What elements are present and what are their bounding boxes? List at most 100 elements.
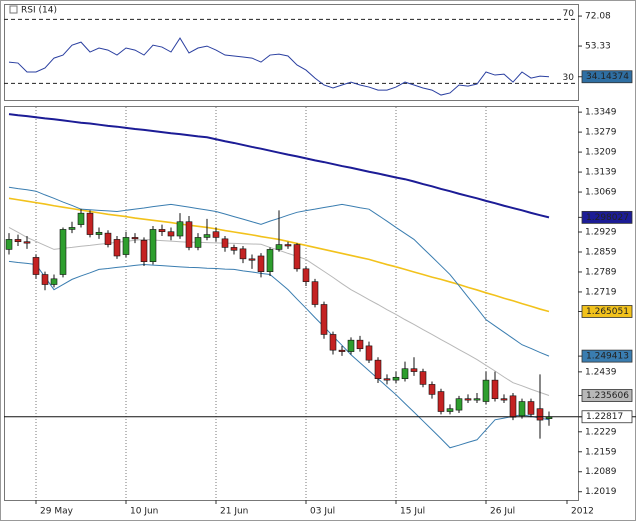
candle-body bbox=[410, 368, 418, 372]
candle-body bbox=[500, 398, 508, 401]
candle-body bbox=[50, 278, 58, 285]
candle-body bbox=[320, 304, 328, 335]
candle-body bbox=[365, 345, 373, 361]
candle-body bbox=[185, 221, 193, 248]
candle-body bbox=[176, 221, 184, 237]
candle-body bbox=[239, 248, 247, 260]
indicator-line bbox=[8, 113, 550, 219]
candle-body bbox=[230, 247, 238, 251]
candle-body bbox=[113, 239, 121, 257]
value-box-label: 1.22817 bbox=[586, 412, 623, 422]
y-tick-label: 53.33 bbox=[585, 42, 611, 52]
y-tick-label: 1.3069 bbox=[585, 188, 617, 198]
panel-icon bbox=[9, 5, 18, 14]
candle-body bbox=[383, 378, 391, 381]
y-tick-label: 1.2229 bbox=[585, 427, 617, 437]
rsi-line bbox=[8, 37, 550, 96]
candle-body bbox=[203, 234, 211, 238]
y-tick-label: 72.08 bbox=[585, 12, 611, 22]
value-box bbox=[581, 349, 633, 363]
x-tick-label: 10 Jun bbox=[130, 507, 158, 517]
candle-body bbox=[266, 249, 274, 272]
y-tick-label: 1.3139 bbox=[585, 168, 617, 178]
x-tick-label: 2012 bbox=[571, 507, 594, 517]
candle-body bbox=[311, 281, 319, 305]
y-tick-label: 1.3209 bbox=[585, 148, 617, 158]
candle-body bbox=[419, 371, 427, 385]
candle-body bbox=[104, 232, 112, 245]
candle-body bbox=[149, 229, 157, 262]
y-tick-label: 1.2439 bbox=[585, 367, 617, 377]
candle-body bbox=[86, 212, 94, 235]
candle-body bbox=[14, 239, 22, 243]
x-tick-label: 15 Jul bbox=[400, 507, 425, 517]
rsi-title: RSI (14) bbox=[21, 6, 57, 16]
candle-body bbox=[77, 212, 85, 225]
candle-body bbox=[140, 239, 148, 262]
candle-body bbox=[221, 238, 229, 248]
x-tick-label: 29 May bbox=[40, 507, 74, 517]
level-label: 70 bbox=[563, 9, 575, 19]
candle-body bbox=[482, 379, 490, 402]
level-label: 30 bbox=[563, 73, 575, 83]
value-box-label: 1.298027 bbox=[586, 213, 629, 223]
candle-body bbox=[167, 231, 175, 237]
candle-body bbox=[374, 359, 382, 380]
candle-body bbox=[41, 274, 49, 285]
value-box bbox=[581, 410, 633, 424]
y-tick-label: 1.2789 bbox=[585, 267, 617, 277]
candle-body bbox=[392, 376, 400, 381]
value-box bbox=[581, 210, 633, 224]
x-tick-label: 26 Jul bbox=[490, 507, 515, 517]
candle-body bbox=[131, 237, 139, 240]
candle-body bbox=[428, 384, 436, 395]
candle-body bbox=[518, 401, 526, 417]
candle-body bbox=[59, 229, 67, 275]
x-tick-label: 03 Jul bbox=[310, 507, 335, 517]
value-box bbox=[581, 305, 633, 318]
candle-body bbox=[248, 258, 256, 261]
candle-body bbox=[329, 334, 337, 351]
candle-body bbox=[446, 408, 454, 412]
value-box-label: 1.235606 bbox=[586, 391, 629, 401]
y-tick-label: 1.2089 bbox=[585, 467, 617, 477]
candle-body bbox=[437, 391, 445, 412]
value-box bbox=[581, 389, 633, 402]
value-box bbox=[581, 70, 633, 84]
candle-body bbox=[401, 368, 409, 380]
value-box-label: 1.249413 bbox=[586, 352, 629, 362]
price-panel bbox=[4, 106, 579, 501]
y-tick-label: 1.2159 bbox=[585, 447, 617, 457]
y-tick-label: 1.2929 bbox=[585, 228, 617, 238]
indicator-line bbox=[8, 260, 550, 449]
y-tick-label: 1.3279 bbox=[585, 128, 617, 138]
candle-body bbox=[122, 237, 130, 255]
candle-body bbox=[68, 227, 76, 230]
candle-body bbox=[95, 231, 103, 235]
candle-body bbox=[275, 244, 283, 250]
y-tick-label: 1.3349 bbox=[585, 108, 617, 118]
candle-body bbox=[491, 379, 499, 399]
candle-body bbox=[212, 231, 220, 238]
candle-body bbox=[536, 408, 544, 421]
rsi-panel bbox=[4, 4, 579, 101]
candle-body bbox=[464, 398, 472, 401]
y-tick-label: 1.2019 bbox=[585, 487, 617, 497]
candle-body bbox=[302, 268, 310, 282]
candle-body bbox=[194, 237, 202, 248]
value-box-label: 34.14374 bbox=[586, 72, 629, 82]
candle-body bbox=[455, 398, 463, 411]
candle-body bbox=[347, 339, 355, 352]
candle-body bbox=[356, 339, 364, 350]
candle-body bbox=[338, 349, 346, 352]
x-tick-label: 21 Jun bbox=[220, 507, 248, 517]
candle-body bbox=[284, 244, 292, 247]
candle-body bbox=[23, 241, 31, 244]
candle-body bbox=[527, 401, 535, 415]
candle-body bbox=[5, 239, 13, 250]
candle-body bbox=[473, 398, 481, 401]
candle-body bbox=[257, 255, 265, 272]
candle-body bbox=[32, 257, 40, 275]
value-box-label: 1.265051 bbox=[586, 307, 629, 317]
